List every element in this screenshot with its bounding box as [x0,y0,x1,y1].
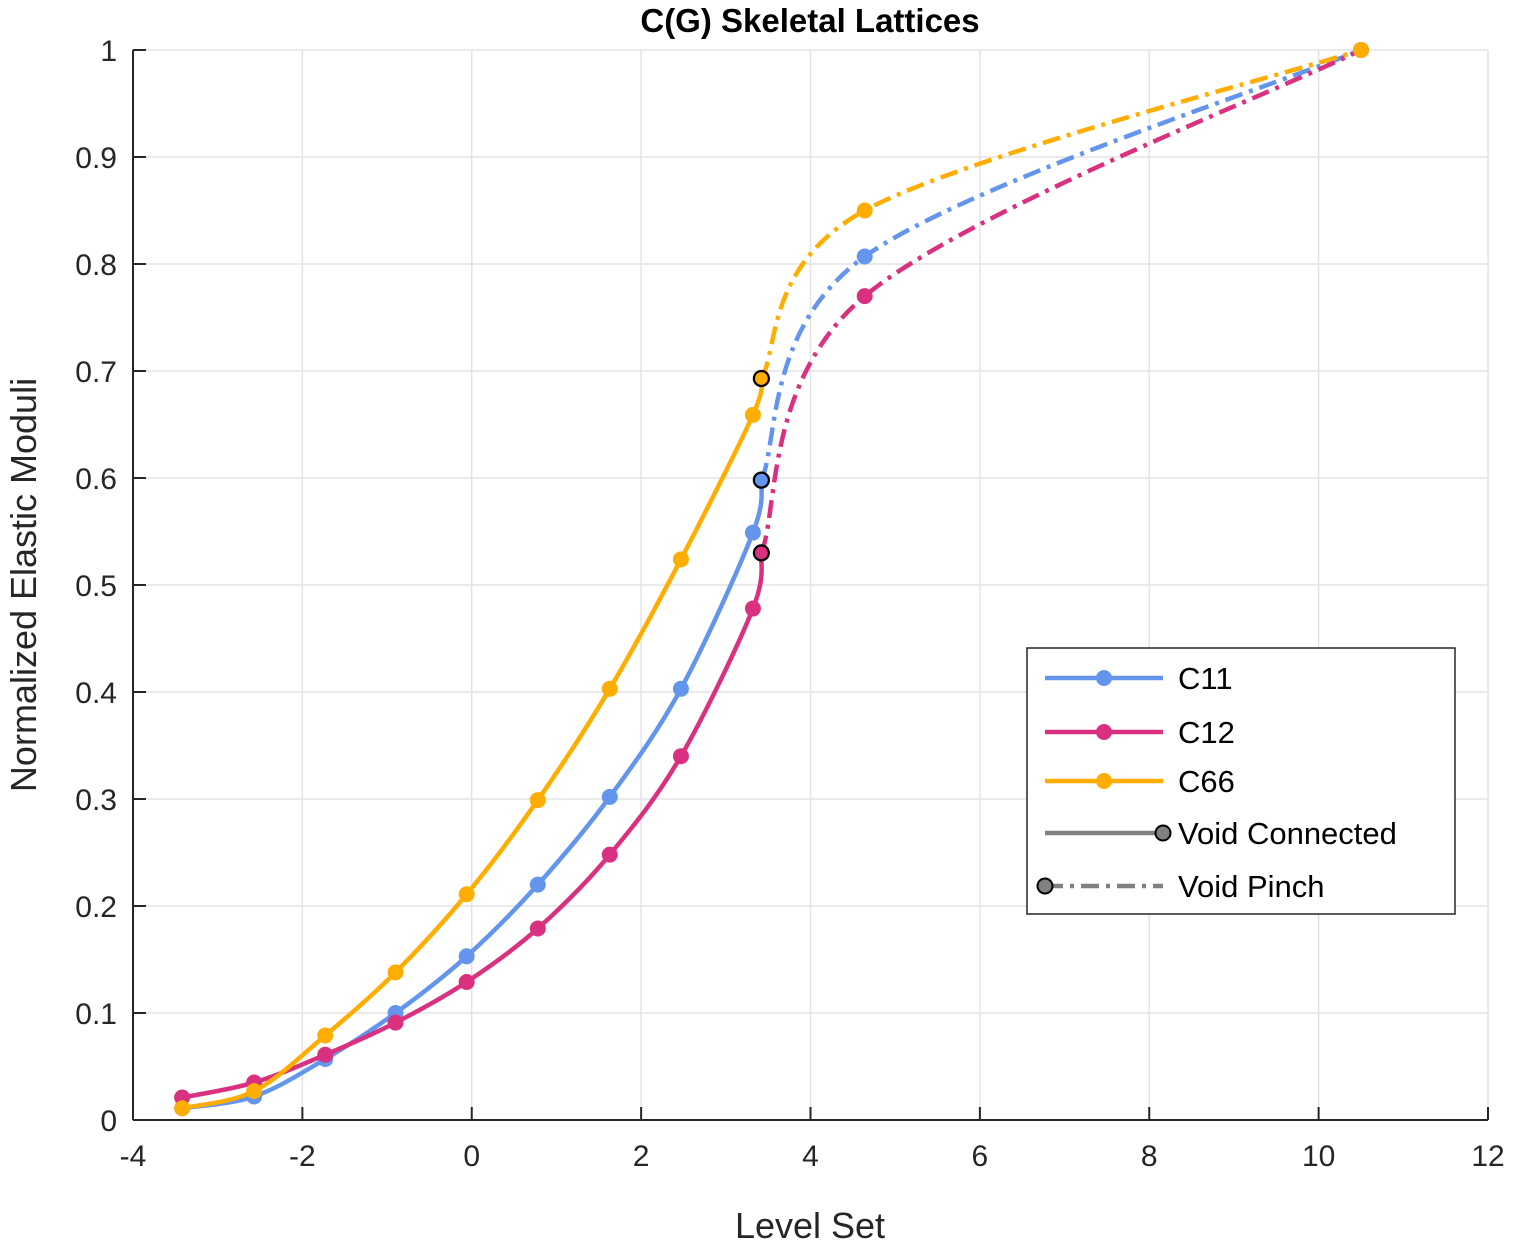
data-point [387,964,404,981]
y-tick-label: 1 [100,35,117,68]
data-point [672,551,689,568]
data-point [317,1046,334,1063]
series-c11 [174,42,1369,1117]
data-point [317,1027,334,1044]
data-series [174,42,1369,1117]
y-tick-label: 0.7 [75,356,117,389]
data-point [529,792,546,809]
data-point [601,846,618,863]
connected-line [181,377,764,1111]
legend-label: C12 [1178,715,1235,750]
x-tick-label: -4 [120,1140,147,1173]
y-tick-label: 0.8 [75,249,117,282]
data-point [601,788,618,805]
y-tick-label: 0.2 [75,891,117,924]
legend-label: C11 [1178,661,1233,696]
data-point [174,1100,191,1117]
pinch-line [759,47,1362,482]
x-tick-label: -2 [289,1140,316,1173]
y-tick-label: 0.3 [75,784,117,817]
x-tick-label: 8 [1141,1140,1158,1173]
data-point [856,288,873,305]
legend-item-void-connected: Void Connected [1045,816,1397,851]
x-tick-label: 6 [972,1140,989,1173]
connected-line [181,479,764,1111]
data-point [744,406,761,423]
x-tick-label: 12 [1471,1140,1504,1173]
axes [132,49,1489,1121]
y-tick-label: 0.1 [75,998,117,1031]
data-point [744,600,761,617]
data-point [601,680,618,697]
legend-marker [1096,773,1112,789]
legend-label: Void Connected [1178,816,1397,851]
x-axis-label: Level Set [735,1205,885,1244]
data-point [529,920,546,937]
data-point [458,948,475,965]
data-point [458,973,475,990]
legend-marker [1036,877,1054,895]
data-point [744,524,761,541]
data-point [246,1083,263,1100]
data-point [856,248,873,265]
grid-lines [132,49,1489,1121]
legend-label: C66 [1178,764,1235,799]
legend-marker [1096,670,1112,686]
tick-labels: -4 -2 0 2 4 6 8 10 12 0 0.1 0.2 0.3 0.4 0.5 0.6 0.7 0.8 0.… [75,35,1504,1173]
series-c66 [174,42,1369,1117]
transition-point [752,544,770,562]
data-point [387,1014,404,1031]
x-tick-label: 0 [463,1140,480,1173]
data-point [672,748,689,765]
legend-marker [1096,724,1112,740]
legend-item-c11: C11 [1045,661,1233,696]
data-point [529,876,546,893]
x-tick-label: 4 [802,1140,819,1173]
x-tick-label: 10 [1302,1140,1335,1173]
y-tick-label: 0.5 [75,570,117,603]
pinch-line [759,47,1362,380]
transition-point [752,369,770,388]
data-point [458,886,475,903]
y-axis-label: Normalized Elastic Moduli [3,378,44,792]
chart-title: C(G) Skeletal Lattices [640,2,979,39]
data-point [856,202,873,219]
legend-item-void-pinch: Void Pinch [1036,869,1325,904]
series-c12 [174,42,1369,1106]
legend-item-c12: C12 [1045,715,1235,750]
pinch-line [759,47,1362,554]
data-point [1352,42,1369,58]
legend-item-c66: C66 [1045,764,1235,799]
y-tick-label: 0.4 [75,677,117,710]
data-point [672,680,689,697]
legend: C11 C12 C66 Void Connected Void Pinch [1026,647,1456,915]
x-tick-label: 2 [633,1140,650,1173]
legend-marker [1154,824,1172,842]
transition-point [752,471,770,489]
connected-line [181,552,764,1100]
y-tick-label: 0 [100,1105,117,1138]
y-tick-label: 0.6 [75,463,117,496]
y-tick-label: 0.9 [75,142,117,175]
legend-label: Void Pinch [1178,869,1325,904]
